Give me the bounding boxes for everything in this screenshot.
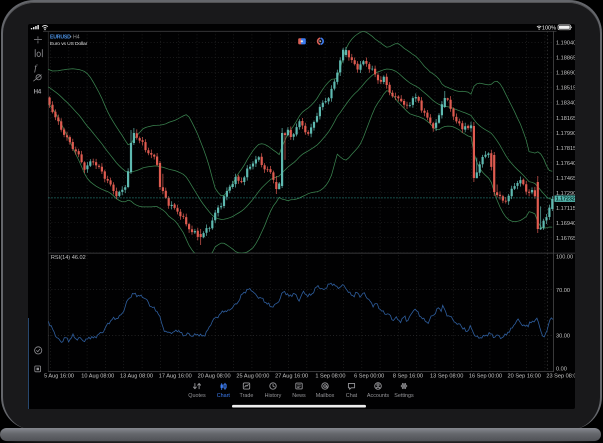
svg-text:27 Aug 16:00: 27 Aug 16:00: [275, 373, 308, 379]
svg-text:1.18690: 1.18690: [556, 71, 576, 77]
svg-text:1.16940: 1.16940: [556, 221, 576, 227]
svg-text:Chat: Chat: [346, 393, 358, 399]
svg-text:20 Aug 08:00: 20 Aug 08:00: [198, 373, 231, 379]
svg-text:1.17465: 1.17465: [556, 176, 576, 182]
svg-text:8 Sep 16:00: 8 Sep 16:00: [393, 373, 423, 379]
svg-text:Trade: Trade: [240, 393, 254, 399]
svg-text:1.17232: 1.17232: [556, 197, 575, 203]
svg-text:1.18865: 1.18865: [556, 56, 576, 62]
svg-text:100%: 100%: [542, 25, 556, 31]
svg-text:1.17290: 1.17290: [556, 191, 576, 197]
svg-text:0.00: 0.00: [556, 366, 567, 372]
svg-text:100.00: 100.00: [556, 255, 573, 261]
svg-text:Quotes: Quotes: [188, 393, 206, 399]
svg-text:10 Aug 08:00: 10 Aug 08:00: [81, 373, 114, 379]
svg-text:Euro vs US Dollar: Euro vs US Dollar: [50, 41, 88, 47]
svg-text:RSI(14) 46.02: RSI(14) 46.02: [51, 255, 86, 261]
svg-text:30.00: 30.00: [556, 334, 570, 340]
svg-text:1.17815: 1.17815: [556, 146, 576, 152]
svg-text:News: News: [292, 393, 306, 399]
svg-text:17 Aug 16:00: 17 Aug 16:00: [159, 373, 192, 379]
svg-text:1.18165: 1.18165: [556, 116, 576, 122]
svg-text:f: f: [34, 63, 38, 73]
svg-text:1 Sep 08:00: 1 Sep 08:00: [315, 373, 345, 379]
svg-text:70.00: 70.00: [556, 288, 570, 294]
svg-text:H4: H4: [34, 89, 42, 96]
svg-text:16 Sep 00:00: 16 Sep 00:00: [469, 373, 502, 379]
svg-text:1.16765: 1.16765: [556, 236, 576, 242]
svg-text:1.17990: 1.17990: [556, 131, 576, 137]
svg-text:25 Aug 00:00: 25 Aug 00:00: [236, 373, 269, 379]
svg-text:Accounts: Accounts: [367, 393, 389, 399]
svg-text:History: History: [265, 393, 282, 399]
svg-text:13 Aug 08:00: 13 Aug 08:00: [120, 373, 153, 379]
svg-text:1.17115: 1.17115: [556, 206, 576, 212]
svg-text:Mailbox: Mailbox: [316, 393, 335, 399]
svg-text:1.18515: 1.18515: [556, 86, 576, 92]
svg-text:EURUSD: EURUSD: [50, 34, 71, 40]
svg-text:• H4: • H4: [70, 34, 80, 40]
svg-text:13 Sep 08:00: 13 Sep 08:00: [430, 373, 463, 379]
svg-text:1.19040: 1.19040: [556, 41, 576, 47]
svg-text:20 Sep 16:00: 20 Sep 16:00: [508, 373, 541, 379]
svg-text:5 Aug 16:00: 5 Aug 16:00: [44, 373, 74, 379]
svg-text:1.17640: 1.17640: [556, 161, 576, 167]
svg-text:Settings: Settings: [394, 393, 414, 399]
svg-text:1.18340: 1.18340: [556, 101, 576, 107]
svg-text:23 Sep 08:00: 23 Sep 08:00: [546, 373, 579, 379]
svg-text:6 Sep 00:00: 6 Sep 00:00: [354, 373, 384, 379]
svg-text:Chart: Chart: [217, 393, 231, 399]
